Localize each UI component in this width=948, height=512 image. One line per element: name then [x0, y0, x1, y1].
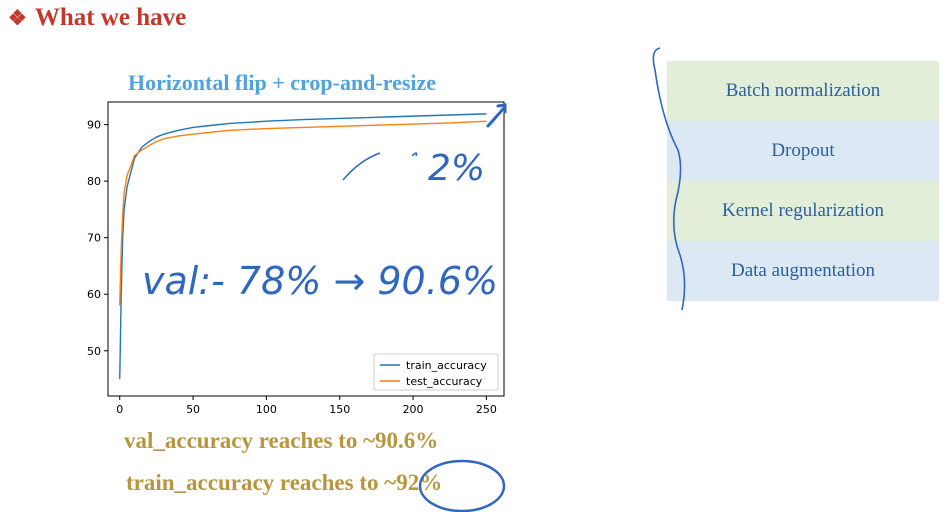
- y-tick-label: 60: [87, 288, 101, 301]
- x-tick-label: 200: [403, 403, 424, 416]
- x-tick-label: 50: [186, 403, 200, 416]
- accuracy-chart: 0 50 100 150 200 250 50 60 70 80 90 train_accuracyt…: [87, 101, 505, 416]
- chart-title: Horizontal flip + crop-and-resize: [128, 70, 437, 95]
- series-line-train_accuracy: [119, 113, 487, 380]
- val-accuracy-caption: val_accuracy reaches to ~90.6%: [124, 428, 439, 453]
- legend-label-train_accuracy: train_accuracy: [406, 359, 487, 372]
- item-dropout: Dropout: [667, 121, 939, 181]
- series-line-test_accuracy: [119, 120, 487, 306]
- y-tick-label: 70: [87, 232, 101, 245]
- slide-header: ❖ What we have: [8, 4, 186, 32]
- regularization-techniques-panel: Batch normalization Dropout Kernel regul…: [667, 61, 939, 301]
- item-kernel-regularization: Kernel regularization: [667, 181, 939, 241]
- y-tick-label: 90: [87, 119, 101, 132]
- item-batch-normalization: Batch normalization: [667, 61, 939, 121]
- x-tick-label: 150: [329, 403, 350, 416]
- plot-frame: [107, 101, 505, 397]
- y-tick-label: 80: [87, 175, 101, 188]
- legend-label-test_accuracy: test_accuracy: [406, 375, 483, 388]
- item-data-augmentation: Data augmentation: [667, 241, 939, 301]
- legend-box: [373, 353, 499, 391]
- x-tick-label: 100: [256, 403, 277, 416]
- diamond-bullet-icon: ❖: [8, 5, 27, 30]
- slide-title: What we have: [34, 4, 187, 31]
- y-tick-label: 50: [87, 345, 101, 358]
- x-tick-label: 250: [476, 403, 497, 416]
- train-accuracy-caption: train_accuracy reaches to ~92%: [126, 470, 443, 495]
- x-tick-label: 0: [116, 403, 123, 416]
